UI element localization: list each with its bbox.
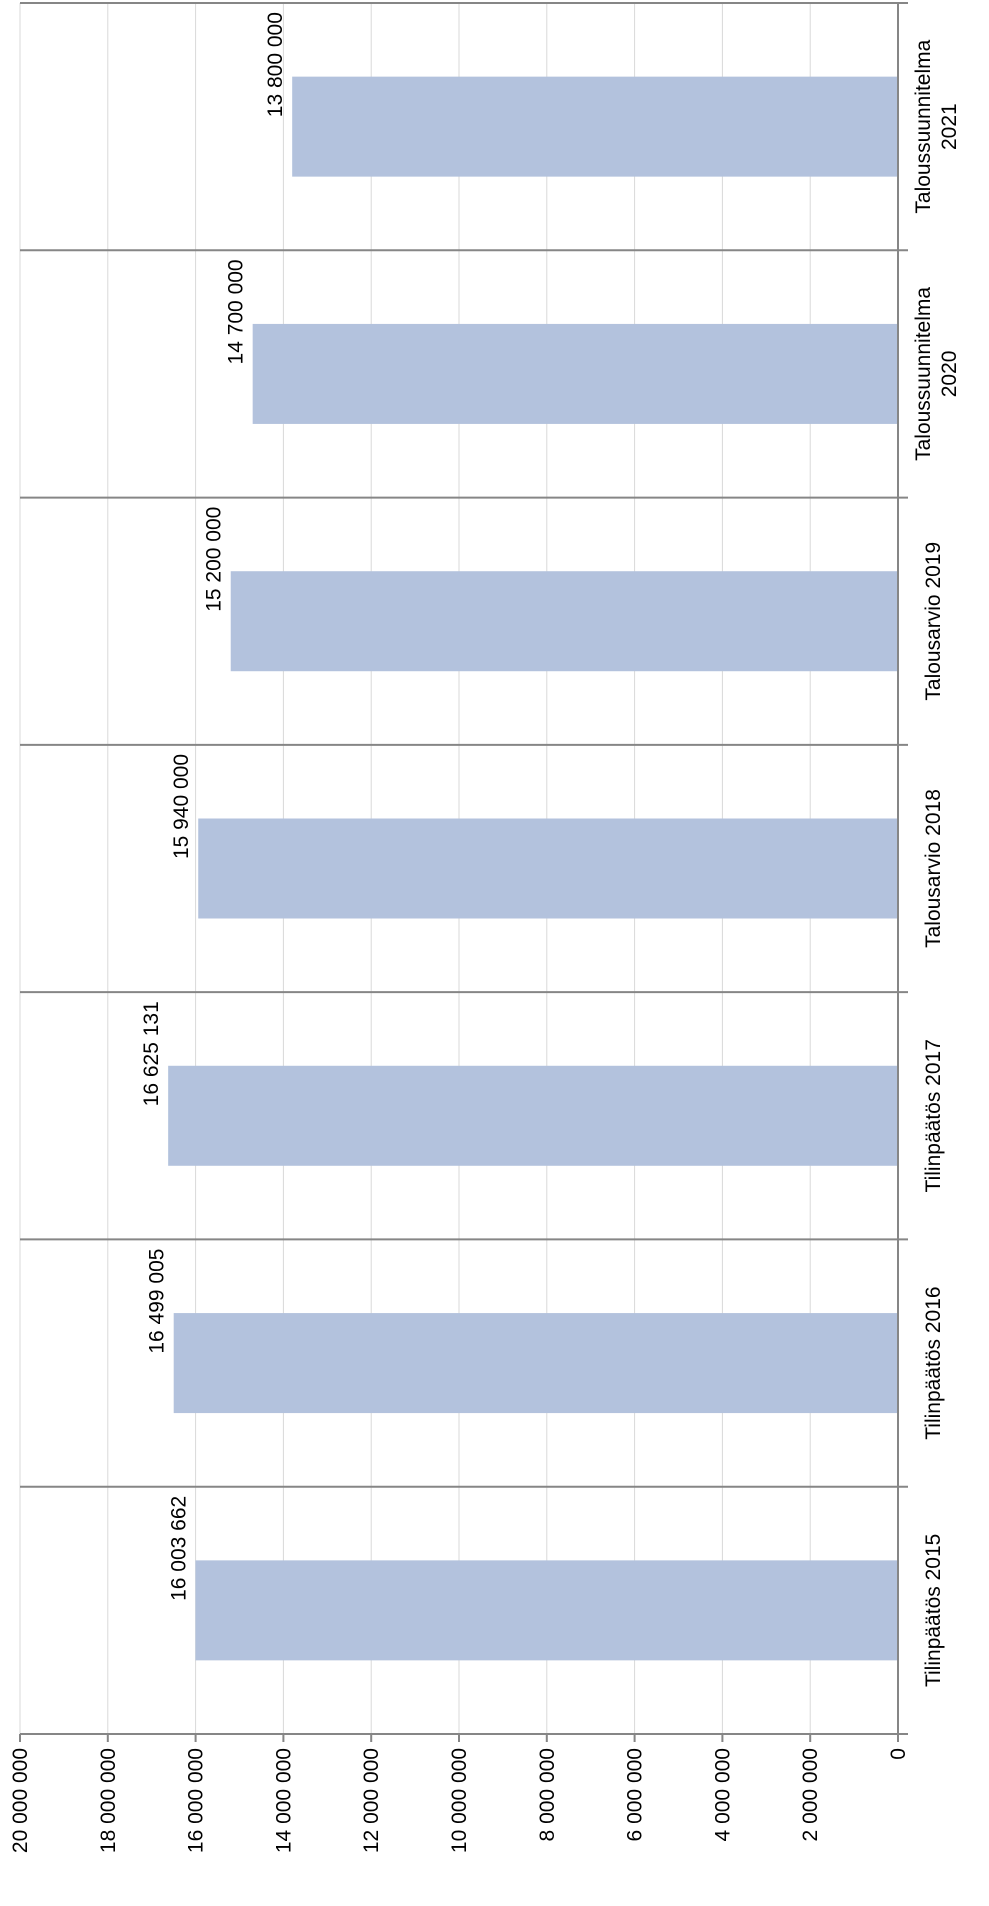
data-label: 13 800 000 [264, 12, 287, 117]
value-tick-label: 8 000 000 [536, 1748, 559, 1841]
axes [19, 2, 908, 1742]
bar [168, 1065, 899, 1166]
value-tick-label: 0 [887, 1748, 910, 1760]
category-label: Talousarvio 2018 [922, 789, 945, 948]
value-tick-label: 6 000 000 [624, 1748, 647, 1841]
category-label-line: Talousarvio 2019 [922, 542, 945, 701]
data-label: 15 940 000 [170, 754, 193, 859]
data-label: 16 003 662 [167, 1496, 190, 1601]
bar [173, 1313, 899, 1414]
value-tick-label: 12 000 000 [360, 1748, 383, 1853]
category-label-line: 2020 [938, 351, 961, 398]
labels: 0 2 000 000 4 000 000 6 000 000 8 000 000 10 … [9, 12, 961, 1853]
data-label: 16 625 131 [140, 1001, 163, 1106]
value-tick-label: 14 000 000 [272, 1748, 295, 1853]
category-label-line: Taloussuunnitelma [912, 39, 935, 213]
bar [230, 571, 899, 672]
category-label: Tilinpäätös 2016 [922, 1286, 945, 1439]
category-label-line: Taloussuunnitelma [912, 287, 935, 461]
category-label-line: Tilinpäätös 2015 [922, 1534, 945, 1687]
bar [198, 818, 898, 919]
value-tick-label: 16 000 000 [185, 1748, 208, 1853]
category-label: Talousarvio 2019 [922, 542, 945, 701]
category-label: Taloussuunnitelma 2020 [912, 287, 961, 461]
bars [168, 76, 899, 1661]
data-label: 15 200 000 [203, 507, 226, 612]
value-tick-label: 4 000 000 [711, 1748, 734, 1841]
value-tick-label: 10 000 000 [448, 1748, 471, 1853]
category-label-line: 2021 [938, 103, 961, 150]
bar [252, 323, 899, 424]
bar [195, 1560, 899, 1661]
category-label-line: Tilinpäätös 2016 [922, 1286, 945, 1439]
value-tick-label: 18 000 000 [97, 1748, 120, 1853]
category-label-line: Tilinpäätös 2017 [922, 1039, 945, 1192]
data-label: 14 700 000 [225, 259, 248, 364]
value-tick-label: 2 000 000 [799, 1748, 822, 1841]
category-label-line: Talousarvio 2018 [922, 789, 945, 948]
category-label: Taloussuunnitelma 2021 [912, 39, 961, 213]
data-label: 16 499 005 [146, 1249, 169, 1354]
category-label: Tilinpäätös 2017 [922, 1039, 945, 1192]
value-tick-label: 20 000 000 [9, 1748, 32, 1853]
bar [292, 76, 898, 177]
category-label: Tilinpäätös 2015 [922, 1534, 945, 1687]
